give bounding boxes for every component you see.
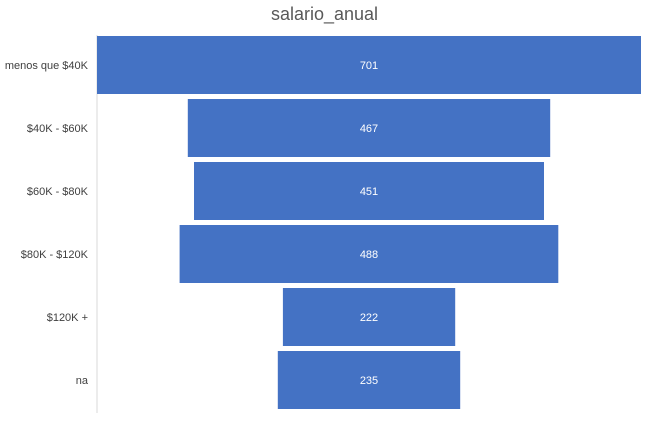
- funnel-bar: [194, 162, 544, 220]
- data-label: 222: [360, 312, 378, 324]
- funnel-bar: [282, 288, 456, 346]
- category-tick-label: na: [76, 375, 89, 387]
- chart-title: salario_anual: [270, 4, 379, 24]
- data-label: 488: [360, 249, 378, 261]
- data-label: 451: [360, 186, 378, 198]
- category-tick-label: $40K - $60K: [27, 123, 89, 135]
- funnel-bar: [187, 99, 551, 157]
- funnel-bar: [277, 351, 461, 409]
- data-label: 467: [360, 123, 378, 135]
- category-tick-label: $60K - $80K: [27, 186, 89, 198]
- category-tick-label: $120K +: [47, 312, 88, 324]
- data-label: 701: [360, 60, 378, 72]
- category-tick-label: menos que $40K: [5, 60, 89, 72]
- funnel-bar: [179, 225, 559, 283]
- funnel-bar: [97, 36, 641, 94]
- category-tick-label: $80K - $120K: [21, 249, 89, 261]
- data-label: 235: [360, 375, 378, 387]
